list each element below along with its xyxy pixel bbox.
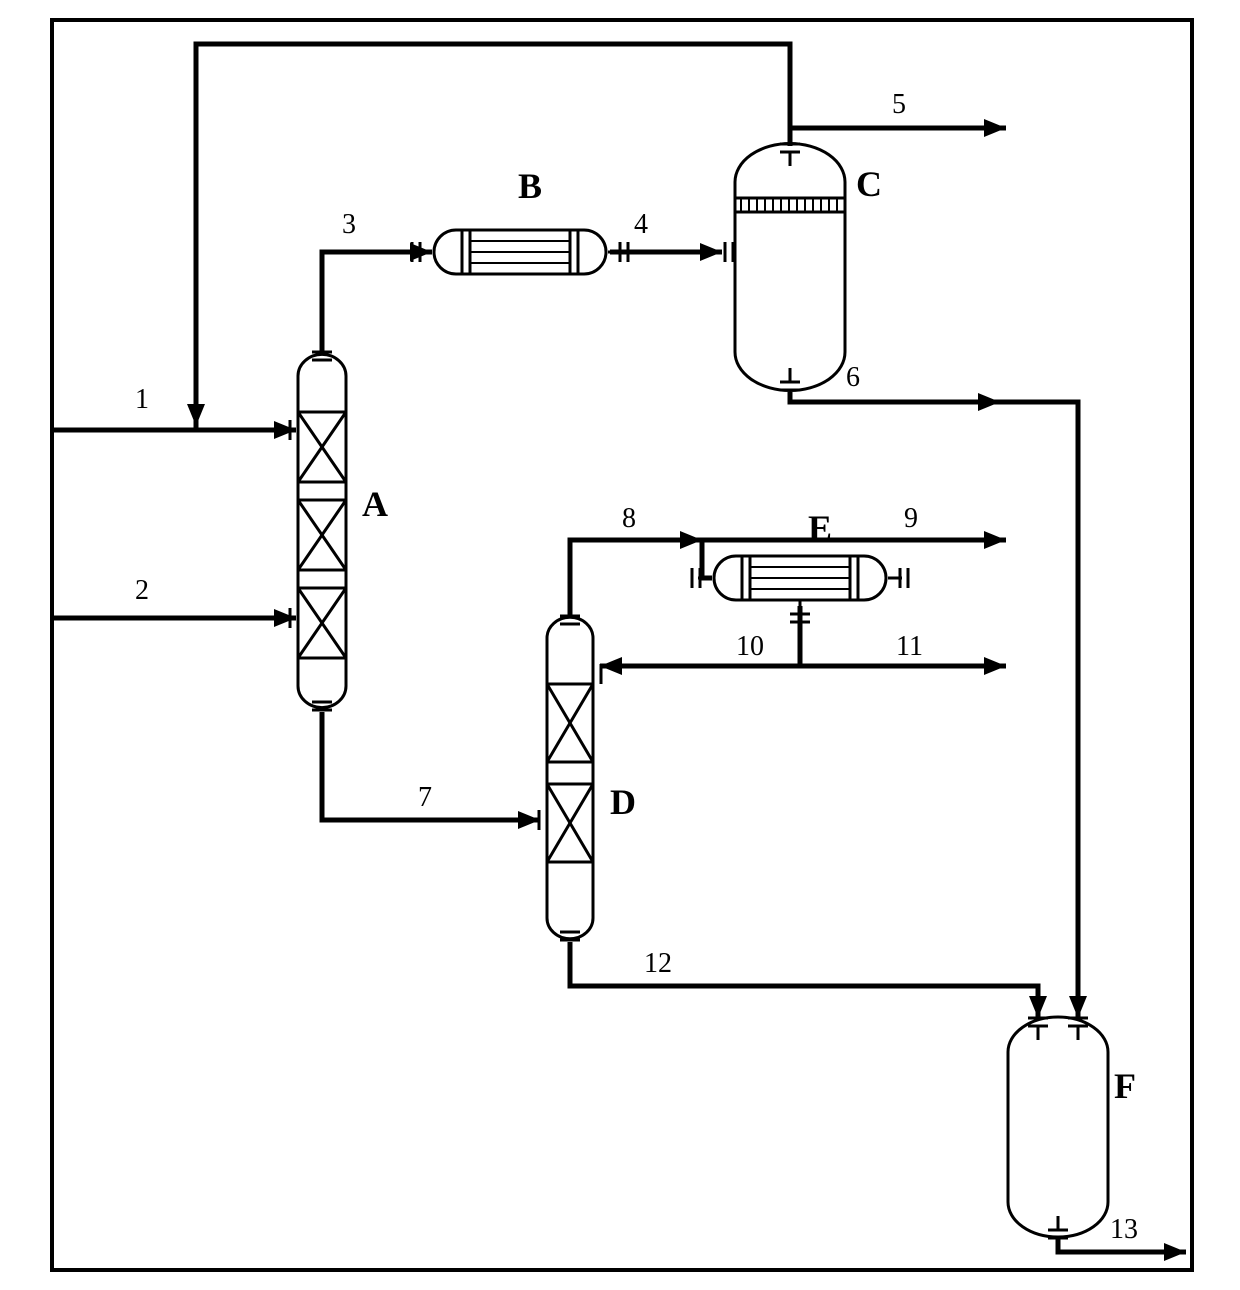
equipment-label-B: B — [518, 166, 542, 206]
stream-label-6: 6 — [846, 362, 860, 393]
stream-label-12: 12 — [644, 948, 672, 979]
stream-label-13: 13 — [1110, 1214, 1138, 1245]
stream-label-10: 10 — [736, 631, 764, 662]
equipment-label-D: D — [610, 782, 636, 822]
stream-label-5: 5 — [892, 89, 906, 120]
equipment-label-F: F — [1114, 1066, 1136, 1106]
stream-label-4: 4 — [634, 209, 648, 240]
stream-label-7: 7 — [418, 782, 432, 813]
stream-label-3: 3 — [342, 209, 356, 240]
equipment-label-C: C — [856, 164, 882, 204]
equipment-label-E: E — [808, 508, 832, 548]
stream-label-2: 2 — [135, 575, 149, 606]
stream-label-1: 1 — [135, 384, 149, 415]
stream-label-8: 8 — [622, 503, 636, 534]
stream-label-11: 11 — [896, 631, 923, 662]
stream-label-9: 9 — [904, 503, 918, 534]
equipment-label-A: A — [362, 484, 388, 524]
